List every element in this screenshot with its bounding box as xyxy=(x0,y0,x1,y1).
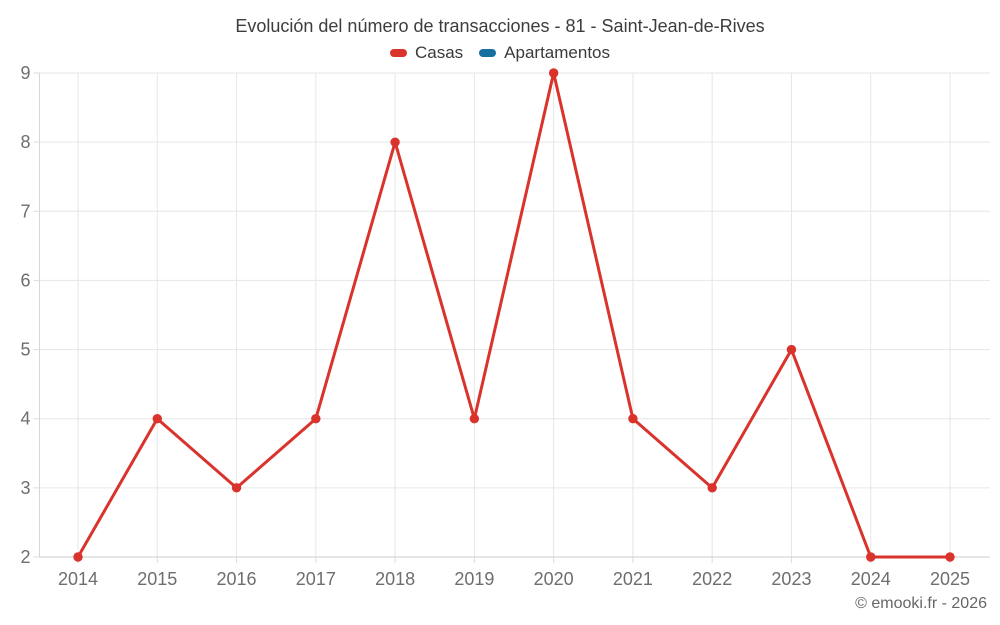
data-point-casas-2017[interactable] xyxy=(311,414,321,424)
x-axis-label: 2019 xyxy=(454,569,494,589)
data-point-casas-2020[interactable] xyxy=(548,68,559,78)
data-point-casas-2015[interactable] xyxy=(152,414,162,424)
y-axis-label: 2 xyxy=(20,547,30,567)
casas-legend-label: Casas xyxy=(414,43,464,62)
data-point-casas-2016[interactable] xyxy=(231,483,242,493)
y-axis-label: 3 xyxy=(20,478,30,498)
y-axis-label: 7 xyxy=(20,201,30,221)
casas-legend-swatch-icon xyxy=(389,49,407,57)
x-axis-label: 2016 xyxy=(217,569,257,589)
y-axis-label: 6 xyxy=(20,270,30,290)
x-axis-label: 2017 xyxy=(296,569,336,589)
x-axis-label: 2015 xyxy=(137,569,177,589)
chart-title: Evolución del número de transacciones - … xyxy=(235,16,765,36)
x-axis-label: 2018 xyxy=(375,569,415,589)
legend-item-apartamentos[interactable]: Apartamentos xyxy=(479,43,610,63)
copyright-text: © emooki.fr - 2026 xyxy=(855,595,987,612)
y-axis-label: 9 xyxy=(20,63,30,83)
data-point-casas-2014[interactable] xyxy=(73,552,83,562)
apartamentos-legend-swatch-icon xyxy=(479,49,497,57)
x-axis-label: 2022 xyxy=(692,569,732,589)
y-axis-label: 5 xyxy=(20,340,30,360)
x-axis-label: 2025 xyxy=(930,569,970,589)
data-point-casas-2024[interactable] xyxy=(866,552,876,562)
y-axis-label: 4 xyxy=(20,409,30,429)
data-point-casas-2022[interactable] xyxy=(707,483,717,493)
apartamentos-legend-label: Apartamentos xyxy=(504,43,611,62)
x-axis-label: 2014 xyxy=(58,569,98,589)
data-point-casas-2019[interactable] xyxy=(469,414,480,424)
data-point-casas-2018[interactable] xyxy=(390,137,400,147)
x-axis-label: 2021 xyxy=(613,569,653,589)
series-line-casas xyxy=(76,71,952,559)
data-point-casas-2023[interactable] xyxy=(786,344,797,355)
legend-item-casas[interactable]: Casas xyxy=(389,43,464,63)
x-axis-label: 2023 xyxy=(771,569,811,589)
y-axis-label: 8 xyxy=(20,132,30,152)
data-point-casas-2025[interactable] xyxy=(945,552,955,562)
x-axis-label: 2020 xyxy=(534,569,574,589)
data-point-casas-2021[interactable] xyxy=(628,414,638,424)
legend: Casas Apartamentos xyxy=(0,43,1000,63)
x-axis-label: 2024 xyxy=(851,569,891,589)
